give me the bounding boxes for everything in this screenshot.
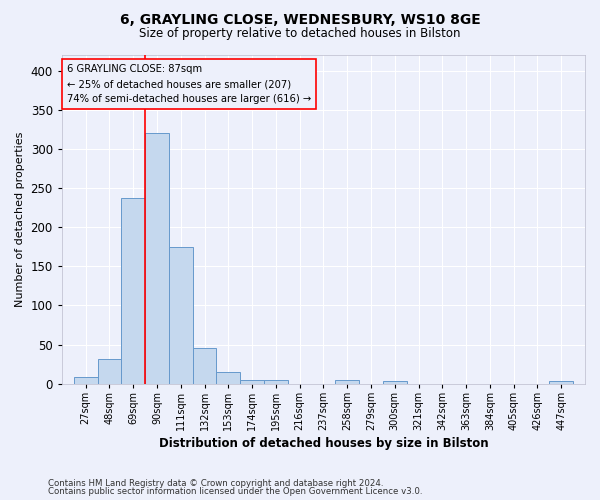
Bar xyxy=(217,372,240,384)
Bar xyxy=(145,134,169,384)
Text: 6, GRAYLING CLOSE, WEDNESBURY, WS10 8GE: 6, GRAYLING CLOSE, WEDNESBURY, WS10 8GE xyxy=(119,12,481,26)
Bar xyxy=(98,358,121,384)
Text: Size of property relative to detached houses in Bilston: Size of property relative to detached ho… xyxy=(139,28,461,40)
Y-axis label: Number of detached properties: Number of detached properties xyxy=(15,132,25,307)
Bar xyxy=(264,380,288,384)
X-axis label: Distribution of detached houses by size in Bilston: Distribution of detached houses by size … xyxy=(158,437,488,450)
Bar xyxy=(169,247,193,384)
Bar xyxy=(335,380,359,384)
Text: 6 GRAYLING CLOSE: 87sqm
← 25% of detached houses are smaller (207)
74% of semi-d: 6 GRAYLING CLOSE: 87sqm ← 25% of detache… xyxy=(67,64,311,104)
Text: Contains public sector information licensed under the Open Government Licence v3: Contains public sector information licen… xyxy=(48,487,422,496)
Bar xyxy=(240,380,264,384)
Bar xyxy=(193,348,217,384)
Bar xyxy=(121,198,145,384)
Text: Contains HM Land Registry data © Crown copyright and database right 2024.: Contains HM Land Registry data © Crown c… xyxy=(48,478,383,488)
Bar xyxy=(383,382,407,384)
Bar xyxy=(74,378,98,384)
Bar xyxy=(550,382,573,384)
